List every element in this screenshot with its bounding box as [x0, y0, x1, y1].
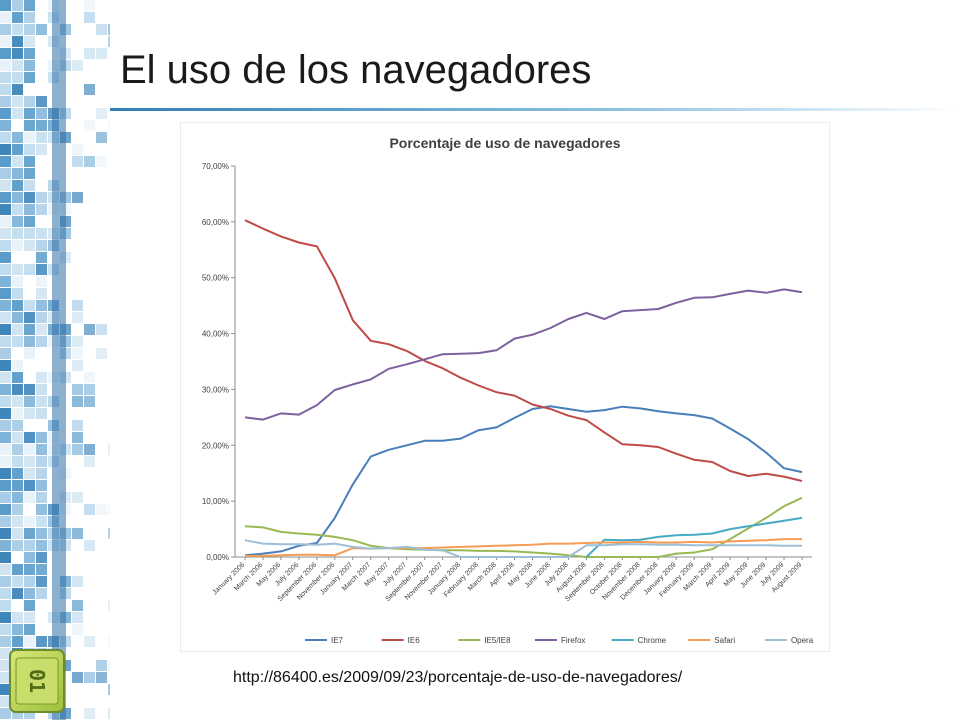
digital-counter-icon: 01 — [9, 649, 65, 713]
title-divider — [110, 108, 960, 111]
y-tick-label: 10,00% — [202, 497, 229, 506]
y-tick-label: 70,00% — [202, 162, 229, 171]
series-line-chrome — [585, 516, 803, 558]
page-title: El uso de los navegadores — [120, 48, 592, 92]
legend-label-ie6: IE6 — [408, 636, 421, 645]
y-tick-label: 40,00% — [202, 330, 229, 339]
chart-title: Porcentaje de uso de navegadores — [389, 135, 620, 151]
badge-label: 01 — [25, 669, 49, 693]
y-tick-label: 30,00% — [202, 385, 229, 394]
legend-label-firefox: Firefox — [561, 636, 585, 645]
y-tick-label: 0,00% — [206, 553, 229, 562]
decorative-mosaic-strip — [0, 0, 110, 720]
series-line-ie6 — [244, 219, 803, 482]
legend-label-opera: Opera — [791, 636, 814, 645]
series-line-ie7 — [244, 405, 803, 557]
legend-label-ie5-ie8: IE5/IE8 — [484, 636, 511, 645]
source-url-link[interactable]: http://86400.es/2009/09/23/porcentaje-de… — [233, 669, 683, 686]
y-tick-label: 20,00% — [202, 441, 229, 450]
y-tick-label: 60,00% — [202, 218, 229, 227]
series-line-firefox — [244, 288, 803, 421]
browser-usage-chart: Porcentaje de uso de navegadores 0,00% 10… — [180, 122, 830, 652]
series-line-opera — [244, 539, 802, 558]
legend-label-ie7: IE7 — [331, 636, 344, 645]
legend-label-safari: Safari — [714, 636, 735, 645]
series-line-ie5-ie8 — [244, 496, 803, 558]
series-line-safari — [245, 538, 802, 557]
y-tick-label: 50,00% — [202, 274, 229, 283]
legend-label-chrome: Chrome — [638, 636, 667, 645]
chart-frame — [180, 122, 830, 652]
